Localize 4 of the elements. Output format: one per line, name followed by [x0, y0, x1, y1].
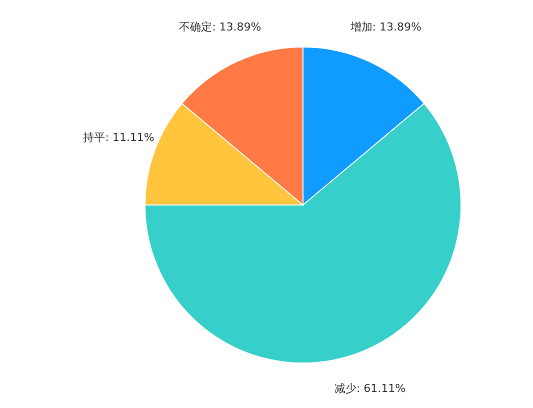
slice-label: 增加: 13.89%	[349, 20, 422, 34]
slice-label: 持平: 11.11%	[83, 130, 154, 144]
slice-label: 减少: 61.11%	[334, 382, 406, 396]
slice-label: 不确定: 13.89%	[179, 20, 262, 34]
